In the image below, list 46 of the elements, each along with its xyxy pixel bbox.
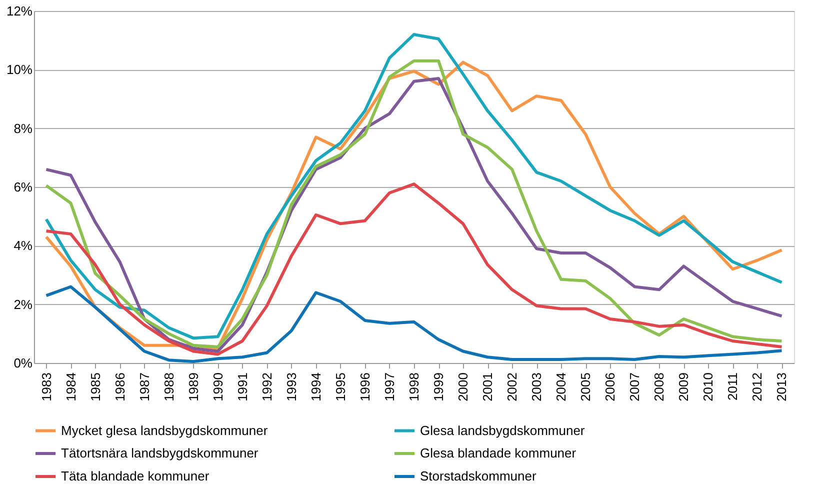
x-tick-label: 2012 bbox=[750, 372, 765, 402]
y-tick-label: 0% bbox=[14, 356, 33, 370]
x-tick-label: 1993 bbox=[284, 372, 299, 402]
x-tick-label: 1985 bbox=[88, 372, 103, 402]
x-tick-label: 2013 bbox=[774, 372, 790, 402]
x-tick-label: 1996 bbox=[357, 372, 372, 402]
y-tick-label: 8% bbox=[14, 120, 33, 136]
y-tick-label: 12% bbox=[6, 4, 33, 18]
x-tick-label: 2009 bbox=[676, 372, 692, 402]
x-tick-label: 2003 bbox=[529, 372, 544, 402]
x-tick-label: 2004 bbox=[554, 372, 569, 402]
legend-label: Mycket glesa landsbygdskommuner bbox=[61, 422, 268, 438]
x-tick-label: 1989 bbox=[186, 372, 201, 402]
y-tick-label: 6% bbox=[14, 180, 33, 194]
legend-label: Glesa blandade kommuner bbox=[420, 446, 577, 460]
x-tick-label: 2007 bbox=[627, 372, 642, 402]
legend-label: Tätortsnära landsbygdskommuner bbox=[61, 446, 259, 460]
legend-label: Storstadskommuner bbox=[420, 468, 537, 484]
legend-label: Glesa landsbygdskommuner bbox=[420, 422, 586, 438]
x-tick-label: 1991 bbox=[234, 372, 250, 402]
x-tick-label: 1998 bbox=[406, 372, 422, 402]
x-tick-label: 1983 bbox=[38, 372, 54, 402]
x-tick-label: 1995 bbox=[332, 372, 348, 402]
x-tick-label: 2005 bbox=[578, 372, 594, 402]
y-tick-label: 2% bbox=[14, 296, 33, 312]
x-tick-label: 1990 bbox=[210, 372, 226, 402]
x-tick-label: 2000 bbox=[456, 372, 471, 402]
y-tick-label: 4% bbox=[14, 238, 33, 254]
x-tick-label: 1988 bbox=[161, 372, 176, 402]
x-tick-label: 1992 bbox=[259, 372, 274, 402]
line-series bbox=[44, 182, 784, 356]
x-tick-label: 1984 bbox=[63, 372, 78, 402]
x-tick-label: 1987 bbox=[136, 372, 152, 402]
x-tick-label: 2001 bbox=[480, 372, 496, 402]
x-tick-label: 1994 bbox=[308, 372, 324, 402]
x-tick-label: 2006 bbox=[602, 372, 618, 402]
x-tick-label: 2008 bbox=[652, 372, 667, 402]
x-tick-label: 2011 bbox=[725, 372, 740, 400]
x-tick-label: 2002 bbox=[504, 372, 520, 402]
x-tick-label: 2010 bbox=[700, 372, 716, 402]
x-tick-label: 1986 bbox=[112, 372, 128, 402]
x-tick-label: 1999 bbox=[431, 372, 446, 402]
line-series bbox=[44, 285, 784, 364]
x-tick-label: 1997 bbox=[382, 372, 397, 402]
legend-label: Täta blandade kommuner bbox=[61, 468, 210, 484]
y-tick-label: 10% bbox=[6, 62, 33, 78]
